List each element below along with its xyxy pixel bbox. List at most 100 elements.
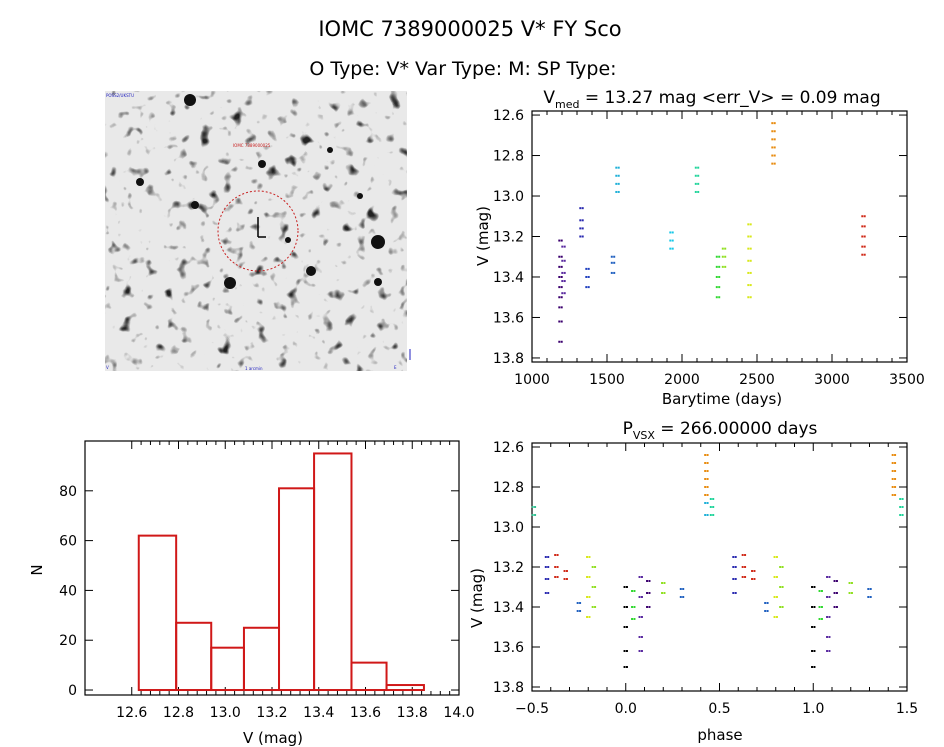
phased-point bbox=[732, 592, 735, 594]
light-curve-point bbox=[669, 247, 672, 250]
light-curve-point bbox=[560, 286, 563, 289]
light-curve-point bbox=[561, 245, 564, 248]
phased-title: PVSX = 266.00000 days bbox=[623, 419, 818, 442]
phased-point bbox=[891, 486, 894, 488]
light-curve-point bbox=[617, 174, 620, 177]
light-curve-point bbox=[747, 223, 750, 226]
phased-series bbox=[732, 556, 737, 594]
phased-point bbox=[835, 580, 838, 582]
light-curve-point bbox=[610, 261, 613, 264]
phased-point bbox=[534, 506, 537, 508]
light-curve-point bbox=[561, 280, 564, 283]
light-curve-point bbox=[771, 154, 774, 157]
phased-point bbox=[531, 514, 534, 516]
phased-point bbox=[646, 580, 649, 582]
light-curve-point bbox=[558, 286, 561, 289]
light-curve-point bbox=[771, 122, 774, 125]
phased-point bbox=[894, 462, 897, 464]
phased-point bbox=[704, 514, 707, 516]
phased-point bbox=[576, 610, 579, 612]
phased-point bbox=[594, 566, 597, 568]
phased-point bbox=[531, 506, 534, 508]
phased-point bbox=[640, 576, 643, 578]
phased-point bbox=[544, 592, 547, 594]
light-curve-point bbox=[773, 138, 776, 141]
phased-point bbox=[867, 588, 870, 590]
phased-point bbox=[544, 556, 547, 558]
finder-bright-star bbox=[136, 178, 144, 186]
phased-ytick-label: 13.0 bbox=[493, 520, 524, 536]
light-curve-point bbox=[715, 286, 718, 289]
light-curve-point bbox=[671, 247, 674, 250]
phased-series bbox=[891, 454, 897, 496]
light-curve-point bbox=[560, 239, 563, 242]
light-curve-point bbox=[724, 265, 727, 268]
phased-point bbox=[813, 606, 816, 608]
phased-point bbox=[833, 606, 836, 608]
phased-point bbox=[682, 588, 685, 590]
phased-point bbox=[563, 578, 566, 580]
finder-label-survey: POSS2/UKSTU bbox=[106, 93, 134, 98]
light-curve-point bbox=[724, 255, 727, 258]
light-curve-point bbox=[587, 267, 590, 270]
phased-point bbox=[894, 494, 897, 496]
phased-point bbox=[704, 454, 707, 456]
light-curve-point bbox=[863, 225, 866, 228]
light-curve-series bbox=[721, 247, 727, 268]
finder-chart: POSS2/UKSTU IOMC 7389000025 V 1 arcmin E bbox=[105, 91, 411, 371]
light-curve-point bbox=[749, 223, 752, 226]
light-curve-point bbox=[563, 280, 566, 283]
phased-point bbox=[867, 596, 870, 598]
light-curve-point bbox=[613, 261, 616, 264]
light-curve-point bbox=[579, 227, 582, 230]
light-curve-point bbox=[579, 235, 582, 238]
light-curve-point bbox=[749, 284, 752, 287]
phased-ytick-label: 13.8 bbox=[493, 680, 524, 696]
phased-point bbox=[826, 576, 829, 578]
histogram-xtick-label: 13.6 bbox=[350, 705, 381, 721]
light-curve-point bbox=[585, 286, 588, 289]
phased-point bbox=[565, 570, 568, 572]
light-curve-point bbox=[747, 271, 750, 274]
light-curve-series bbox=[771, 122, 776, 165]
histogram-ytick-label: 80 bbox=[59, 484, 77, 500]
phased-point bbox=[579, 610, 582, 612]
light-curve-series bbox=[615, 166, 620, 193]
phased-series bbox=[531, 506, 537, 516]
phased-point bbox=[891, 494, 894, 496]
histogram-ytick-label: 20 bbox=[59, 633, 77, 649]
histogram-xtick-label: 13.8 bbox=[397, 705, 428, 721]
light-curve-point bbox=[671, 231, 674, 234]
light-curve-frame bbox=[531, 110, 908, 363]
phased-point bbox=[556, 566, 559, 568]
phased-point bbox=[591, 566, 594, 568]
phased-point bbox=[586, 596, 589, 598]
light-curve-point bbox=[587, 275, 590, 278]
phased-point bbox=[648, 580, 651, 582]
phased-point bbox=[625, 650, 628, 652]
phased-point bbox=[813, 650, 816, 652]
phased-point bbox=[764, 602, 767, 604]
phased-point bbox=[734, 566, 737, 568]
phased-ytick-label: 13.4 bbox=[493, 600, 524, 616]
phased-point bbox=[848, 592, 851, 594]
light-curve-point bbox=[747, 247, 750, 250]
light-curve-xtick-label: 2000 bbox=[664, 372, 700, 388]
phased-point bbox=[646, 592, 649, 594]
finder-label-bottom-right: E bbox=[394, 365, 397, 370]
phased-point bbox=[753, 570, 756, 572]
phased-xtick-label: 1.5 bbox=[896, 701, 918, 717]
light-curve-point bbox=[563, 259, 566, 262]
phased-point bbox=[544, 566, 547, 568]
phased-point bbox=[709, 514, 712, 516]
phased-point bbox=[826, 650, 829, 652]
phased-point bbox=[661, 582, 664, 584]
phased-series bbox=[679, 588, 685, 598]
phased-point bbox=[850, 582, 853, 584]
light-curve-point bbox=[718, 286, 721, 289]
light-curve-point bbox=[749, 271, 752, 274]
phased-point bbox=[734, 556, 737, 558]
phased-point bbox=[709, 498, 712, 500]
histogram-bar bbox=[278, 487, 316, 692]
phased-point bbox=[640, 636, 643, 638]
